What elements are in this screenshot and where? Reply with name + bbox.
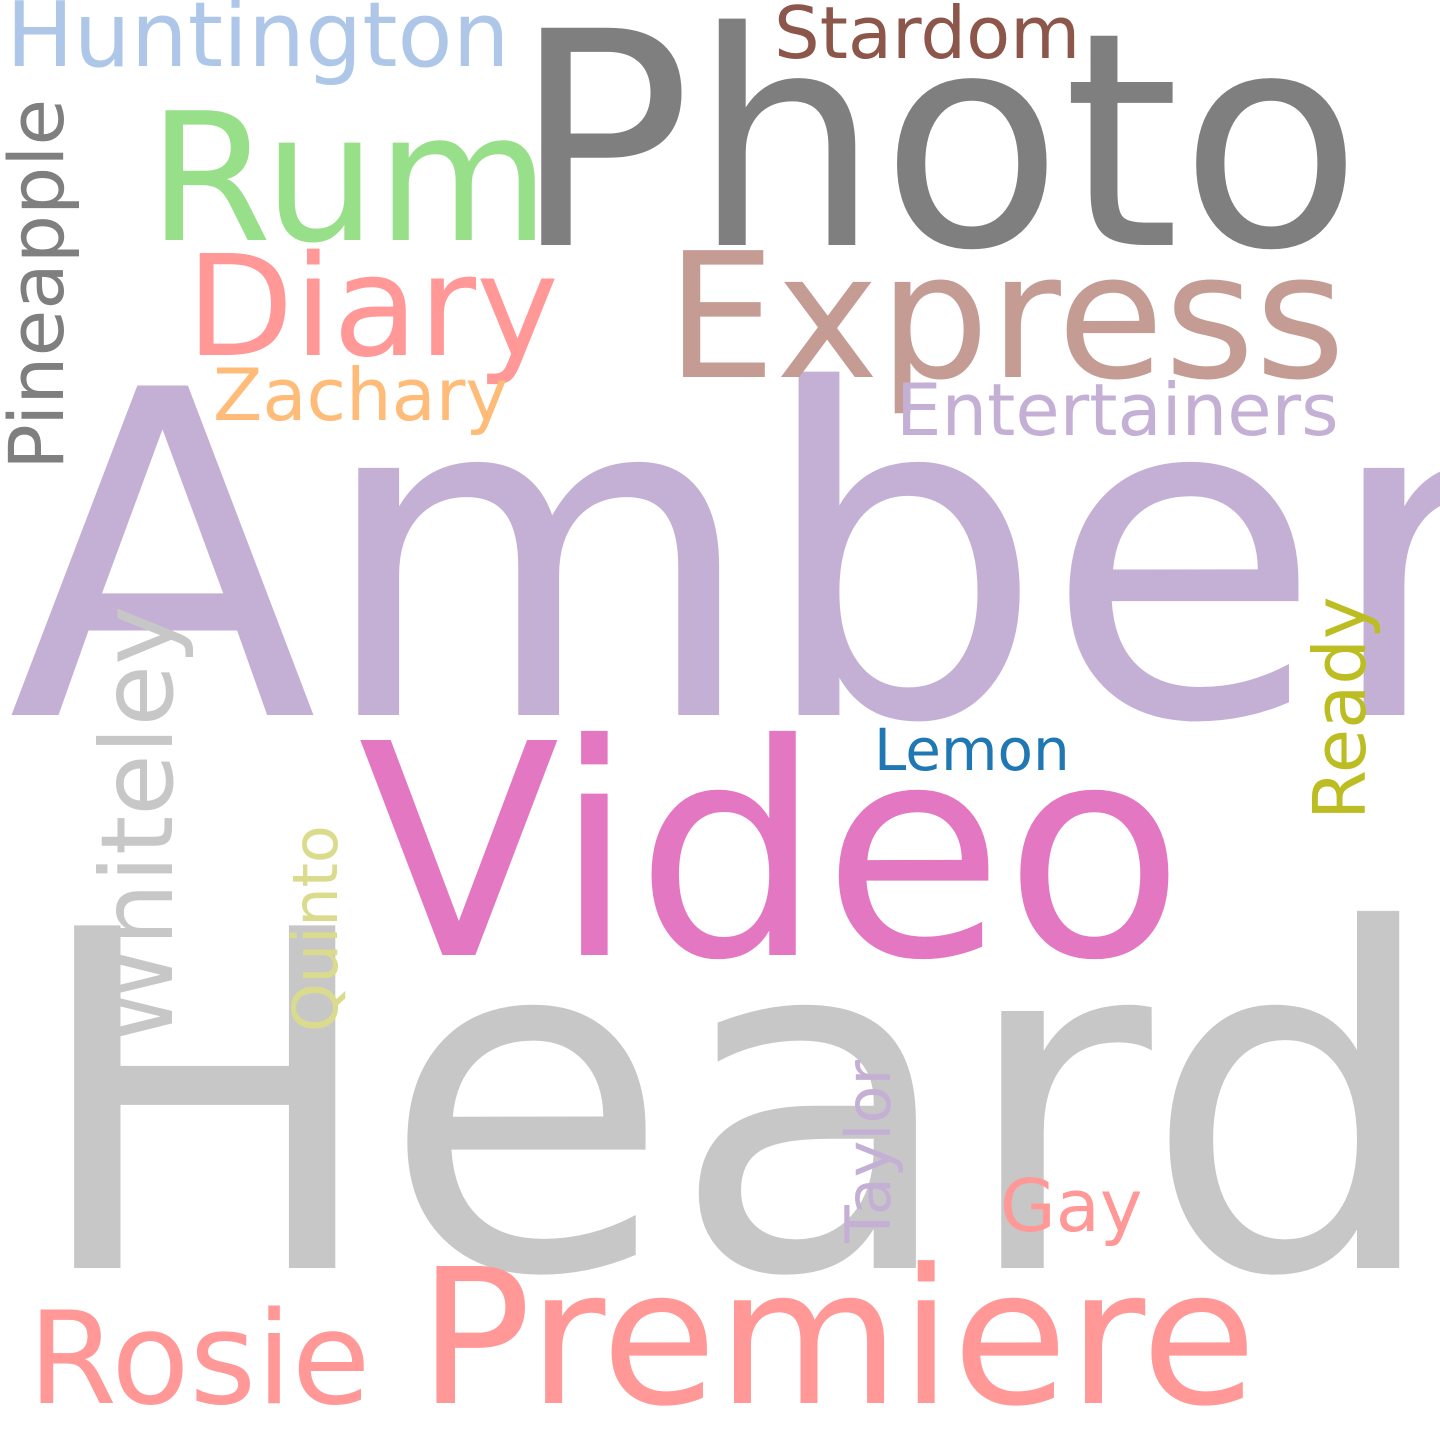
word-entertainers: Entertainers (896, 368, 1339, 452)
word-lemon: Lemon (874, 716, 1070, 784)
word-video: Video (358, 681, 1185, 1025)
word-heard: Heard (28, 832, 1440, 1379)
word-zachary: Zachary (213, 353, 508, 437)
word-diary: Diary (186, 226, 559, 389)
word-express: Express (666, 216, 1345, 419)
word-gay: Gay (1000, 1164, 1143, 1248)
word-quinto: Quinto (279, 825, 352, 1032)
word-pineapple: Pineapple (0, 99, 81, 470)
word-rum: Rum (148, 75, 550, 282)
word-photo: Photo (512, 0, 1362, 316)
word-premiere: Premiere (418, 1229, 1257, 1440)
word-taylor: Taylor (832, 1060, 905, 1244)
word-rosie: Rosie (28, 1285, 371, 1434)
word-ready: Ready (1298, 596, 1382, 820)
word-huntington: Huntington (6, 0, 510, 88)
word-stardom: Stardom (774, 0, 1080, 75)
word-whiteley: Whiteley (79, 606, 196, 1045)
word-amber: Amber (8, 295, 1440, 822)
